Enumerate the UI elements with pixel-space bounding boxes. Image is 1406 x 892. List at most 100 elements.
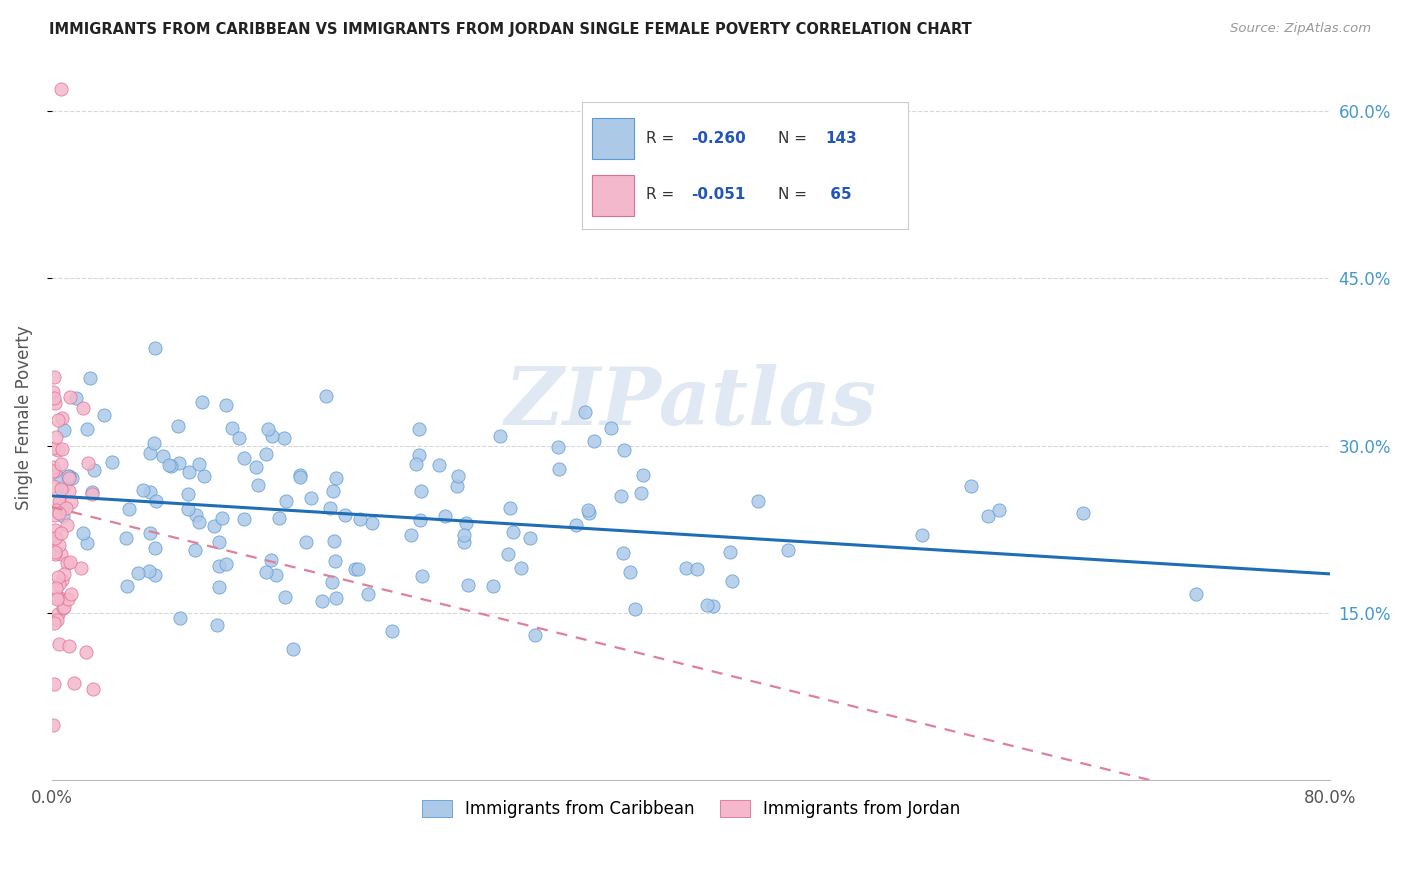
Point xyxy=(264,568,287,582)
Point xyxy=(911,528,934,542)
Point xyxy=(1185,587,1208,601)
Point xyxy=(1073,506,1095,520)
Point xyxy=(51,573,73,587)
Point xyxy=(49,591,72,605)
Point xyxy=(273,431,295,445)
Point xyxy=(44,395,66,409)
Point xyxy=(45,429,67,443)
Point xyxy=(42,460,65,475)
Point xyxy=(79,371,101,385)
Point xyxy=(208,580,231,594)
Point xyxy=(48,538,70,552)
Point xyxy=(496,547,519,561)
Point xyxy=(48,494,70,508)
Point xyxy=(319,500,342,515)
Point xyxy=(274,590,297,604)
Point xyxy=(408,422,430,436)
Point xyxy=(453,534,475,549)
Point xyxy=(260,553,283,567)
Point xyxy=(323,554,346,568)
Point xyxy=(247,477,270,491)
Point xyxy=(45,503,67,517)
Point xyxy=(564,518,586,533)
Point xyxy=(58,592,80,607)
Legend: Immigrants from Caribbean, Immigrants from Jordan: Immigrants from Caribbean, Immigrants fr… xyxy=(413,791,969,826)
Point xyxy=(59,495,82,509)
Point xyxy=(48,637,70,651)
Point xyxy=(62,675,84,690)
Point xyxy=(187,516,209,530)
Point xyxy=(360,516,382,530)
Point xyxy=(49,525,72,540)
Point xyxy=(578,506,600,520)
Point xyxy=(52,479,75,493)
Y-axis label: Single Female Poverty: Single Female Poverty xyxy=(15,326,32,510)
Point xyxy=(60,471,83,485)
Point xyxy=(177,501,200,516)
Point xyxy=(46,591,69,606)
Point xyxy=(115,579,138,593)
Point xyxy=(321,575,343,590)
Point xyxy=(208,558,231,573)
Point xyxy=(211,510,233,524)
Point xyxy=(322,484,344,499)
Point xyxy=(547,440,569,454)
Point xyxy=(427,458,450,472)
Point xyxy=(49,482,72,496)
Point xyxy=(446,479,468,493)
Point xyxy=(502,524,524,539)
Point xyxy=(42,718,65,732)
Point xyxy=(138,564,160,578)
Point xyxy=(612,547,634,561)
Point xyxy=(260,429,283,443)
Point xyxy=(228,431,250,445)
Point xyxy=(139,446,162,460)
Point xyxy=(152,449,174,463)
Point xyxy=(42,385,65,400)
Point xyxy=(76,536,98,550)
Point xyxy=(166,419,188,434)
Point xyxy=(333,508,356,522)
Point xyxy=(48,577,70,591)
Point xyxy=(599,421,621,435)
Point xyxy=(44,582,66,596)
Point xyxy=(574,404,596,418)
Point xyxy=(288,469,311,483)
Point xyxy=(145,493,167,508)
Point xyxy=(184,543,207,558)
Point xyxy=(58,469,80,483)
Point xyxy=(76,422,98,436)
Point xyxy=(46,613,69,627)
Point xyxy=(325,591,347,606)
Point xyxy=(548,462,571,476)
Point xyxy=(776,543,799,558)
Point xyxy=(51,547,73,561)
Point xyxy=(44,616,66,631)
Point xyxy=(325,471,347,485)
Point xyxy=(323,534,346,549)
Point xyxy=(44,531,66,545)
Point xyxy=(132,483,155,498)
Point xyxy=(72,401,94,415)
Point xyxy=(281,641,304,656)
Point xyxy=(60,587,83,601)
Point xyxy=(357,587,380,601)
Point xyxy=(519,531,541,545)
Point xyxy=(42,508,65,523)
Point xyxy=(381,624,404,639)
Point xyxy=(160,458,183,473)
Point xyxy=(48,442,70,457)
Point xyxy=(747,493,769,508)
Point xyxy=(177,486,200,500)
Point xyxy=(167,456,190,470)
Point xyxy=(53,599,76,614)
Point xyxy=(696,599,718,613)
Point xyxy=(299,491,322,505)
Point xyxy=(254,565,277,579)
Point xyxy=(399,528,422,542)
Point xyxy=(510,561,533,575)
Point xyxy=(45,529,67,543)
Point xyxy=(675,561,697,575)
Text: ZIPatlas: ZIPatlas xyxy=(505,365,877,442)
Point xyxy=(214,398,236,412)
